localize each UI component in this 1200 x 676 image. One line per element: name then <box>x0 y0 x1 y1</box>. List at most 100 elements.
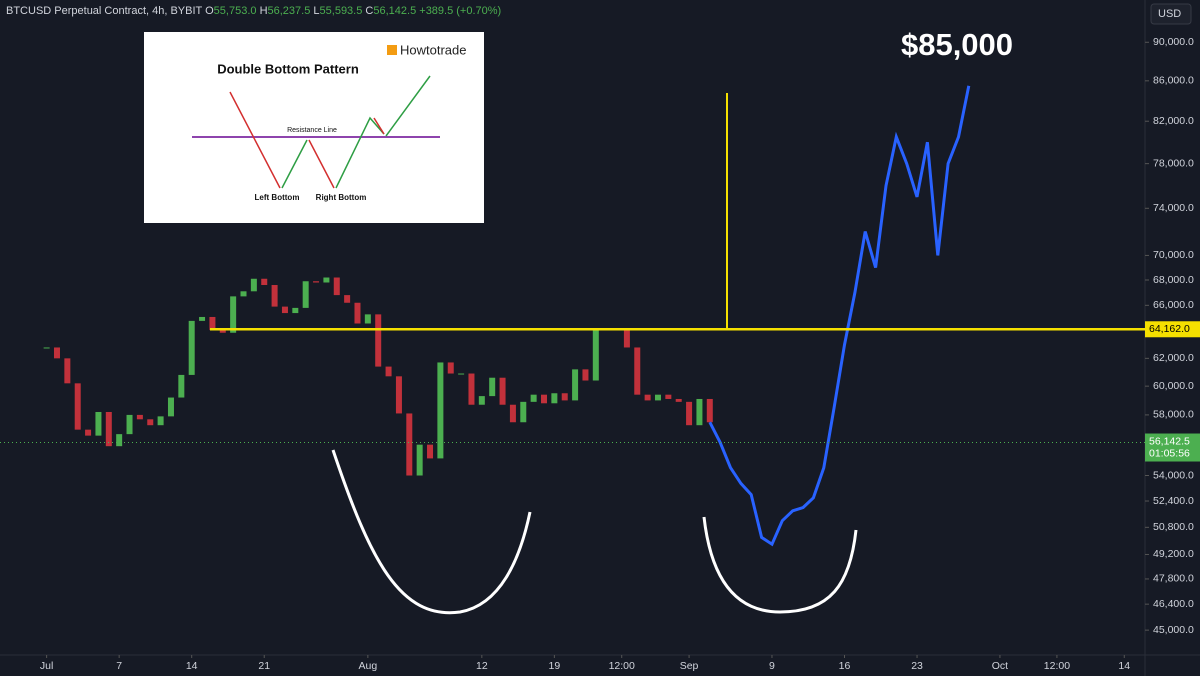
candle <box>416 444 423 476</box>
candle <box>250 278 257 292</box>
candle <box>644 394 651 401</box>
brand-logo <box>387 45 397 55</box>
candle <box>116 434 123 447</box>
candle <box>364 314 371 324</box>
inset-left: Left Bottom <box>255 193 300 202</box>
candle <box>572 369 579 401</box>
x-tick-label: 14 <box>186 660 198 672</box>
ohlc-value: 56,142.5 <box>373 5 417 17</box>
ohlc-label: O <box>205 5 214 17</box>
y-tick-label: 82,000.0 <box>1153 115 1194 127</box>
resistance-tag <box>1145 321 1200 338</box>
x-tick-label: 12:00 <box>1044 660 1070 672</box>
candle <box>551 393 558 404</box>
candle <box>354 302 361 324</box>
currency[interactable]: USD <box>1158 8 1181 20</box>
ohlc-value: 55,753.0 <box>213 5 257 17</box>
candle <box>458 373 465 375</box>
candle <box>313 281 320 283</box>
y-tick-label: 46,400.0 <box>1153 598 1194 610</box>
candle <box>64 358 71 384</box>
y-tick-label: 60,000.0 <box>1153 380 1194 392</box>
candle <box>199 316 206 321</box>
candle <box>240 291 247 297</box>
y-tick-label: 50,800.0 <box>1153 521 1194 533</box>
ohlc-label: H <box>259 5 268 17</box>
candle <box>43 347 50 349</box>
sketch-arrow <box>335 116 385 189</box>
candle <box>271 285 278 307</box>
sketch-arrow <box>308 139 335 189</box>
last-price-tag <box>1145 433 1200 462</box>
x-tick-label: 16 <box>839 660 851 672</box>
ohlc-value: 56,237.5 <box>267 5 311 17</box>
x-tick-label: 7 <box>116 660 122 672</box>
y-tick-label: 45,000.0 <box>1153 624 1194 636</box>
candle <box>85 429 92 436</box>
x-tick-label: 21 <box>258 660 270 672</box>
inset-title: Double Bottom Pattern <box>217 61 359 76</box>
symbol: BTCUSD Perpetual Contract, 4h, BYBIT <box>6 5 203 17</box>
candle <box>53 347 60 359</box>
y-tick-label: 78,000.0 <box>1153 157 1194 169</box>
candle <box>178 374 185 398</box>
candle <box>157 416 164 426</box>
x-tick-label: 12:00 <box>609 660 635 672</box>
candle <box>509 404 516 423</box>
x-tick-label: Aug <box>359 660 378 672</box>
candle <box>105 411 112 447</box>
countdown: 01:05:56 <box>1149 447 1190 459</box>
candle <box>219 330 226 333</box>
x-tick-label: Oct <box>992 660 1008 672</box>
y-tick-label: 66,000.0 <box>1153 299 1194 311</box>
candle <box>561 393 568 401</box>
candle <box>126 414 133 435</box>
candle <box>623 328 630 348</box>
y-tick-label: 70,000.0 <box>1153 249 1194 261</box>
candle <box>344 295 351 303</box>
y-tick-label: 54,000.0 <box>1153 469 1194 481</box>
x-tick-label: 14 <box>1118 660 1130 672</box>
candle <box>292 307 299 314</box>
sketch-arrow <box>229 91 281 189</box>
candle <box>427 444 434 459</box>
candle <box>696 398 703 426</box>
last-price-label: 56,142.5 <box>1149 435 1190 447</box>
y-tick-label: 47,800.0 <box>1153 573 1194 585</box>
ohlc-value: 55,593.5 <box>319 5 363 17</box>
currency-button[interactable] <box>1150 3 1192 25</box>
resistance-label: 64,162.0 <box>1149 323 1190 335</box>
candle <box>447 362 454 374</box>
candle <box>302 281 309 308</box>
candle <box>406 413 413 476</box>
candle <box>706 398 713 423</box>
annotation: $85,000 <box>901 27 1013 62</box>
candle <box>385 366 392 377</box>
sketch-arrow <box>373 117 385 135</box>
y-tick-label: 52,400.0 <box>1153 495 1194 507</box>
candle <box>230 296 237 333</box>
x-tick-label: 23 <box>911 660 923 672</box>
candle <box>167 397 174 417</box>
candle <box>95 411 102 436</box>
candle <box>582 369 589 381</box>
candle <box>675 398 682 402</box>
sketch-arrow <box>281 139 308 189</box>
header: BTCUSD Perpetual Contract, 4h, BYBIT O55… <box>6 5 501 17</box>
y-tick-label: 90,000.0 <box>1153 36 1194 48</box>
candle <box>209 316 216 331</box>
candle <box>478 396 485 405</box>
candle <box>686 401 693 426</box>
candle <box>281 306 288 314</box>
y-tick-label: 68,000.0 <box>1153 274 1194 286</box>
inset-right: Right Bottom <box>316 193 367 202</box>
candle <box>261 278 268 286</box>
projection-line <box>708 85 971 547</box>
x-tick-label: Sep <box>680 660 699 672</box>
candle <box>654 394 661 401</box>
candle <box>665 394 672 399</box>
candle <box>634 347 641 395</box>
y-tick-label: 49,200.0 <box>1153 548 1194 560</box>
ohlc-label: C <box>365 5 374 17</box>
